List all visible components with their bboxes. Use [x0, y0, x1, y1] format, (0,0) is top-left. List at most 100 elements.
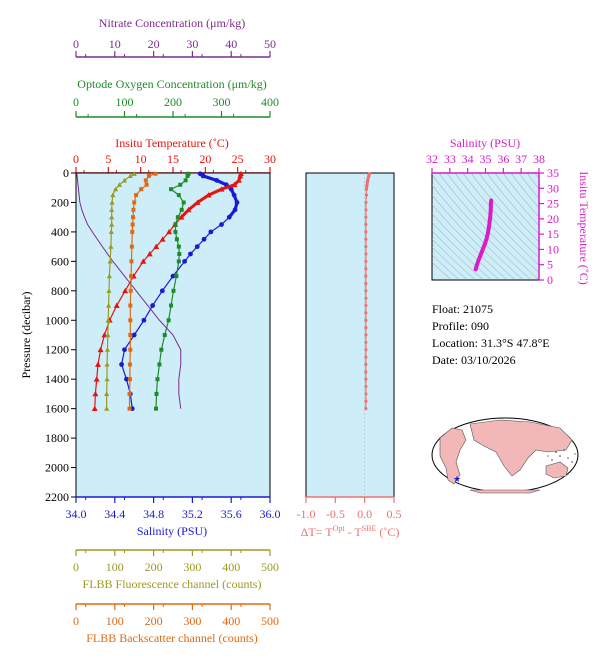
salinity-tick-label: 36.0	[260, 507, 281, 521]
backscatter-point	[144, 182, 149, 187]
salinity-point	[201, 236, 207, 242]
pressure-tick-label: 800	[51, 284, 69, 298]
oxygen-point	[179, 207, 184, 212]
ts-contour	[470, 173, 539, 251]
backscatter-point	[129, 259, 134, 264]
delta-t-point	[364, 245, 368, 249]
oxygen-point	[159, 347, 164, 352]
oxygen-point	[174, 237, 179, 242]
delta-t-point	[364, 333, 368, 337]
temperature-axis: Insitu Temperature (˚C) 0 5 10 15 20 25 30	[73, 136, 276, 174]
salinity-axis-title: Salinity (PSU)	[137, 524, 207, 538]
oxygen-point	[171, 288, 176, 293]
salinity-point	[122, 347, 127, 353]
oxygen-point	[178, 182, 183, 187]
salinity-point	[141, 317, 147, 323]
fluorescence-point	[105, 332, 111, 338]
temperature-point	[146, 251, 153, 257]
ts-contour	[432, 184, 524, 280]
pressure-tick-label: 200	[51, 195, 69, 209]
delta-t-panel-background	[305, 172, 395, 498]
ts-contour	[432, 194, 516, 280]
fluorescence-point	[108, 244, 114, 249]
backscatter-point	[127, 406, 132, 411]
fluorescence-point	[109, 207, 115, 212]
salinity-axis: 34.0 34.4 34.8 35.2 35.6 36.0 Salinity (PSU)	[66, 496, 281, 538]
pressure-axis: 0 200 400 600 800 1000 1200 1400 1600 1800 2000 220…	[45, 166, 76, 504]
backscatter-point	[127, 377, 132, 382]
delta-t-point	[364, 370, 368, 374]
nitrate-axis-title: Nitrate Concentration (μm/kg)	[99, 16, 245, 30]
fluorescence-tick-label: 500	[261, 560, 279, 574]
ts-x-tick-label: 38	[533, 152, 545, 166]
delta-t-point	[364, 399, 368, 403]
ts-x-tick-label: 33	[444, 152, 456, 166]
nitrate-tick-label: 20	[148, 37, 160, 51]
backscatter-tick-label: 0	[73, 614, 79, 628]
oxygen-point	[169, 303, 174, 308]
fluorescence-point	[110, 192, 116, 198]
delta-t-surface-line	[364, 173, 371, 190]
pressure-tick-label: 0	[63, 166, 69, 180]
temperature-point	[122, 287, 129, 294]
salinity-point	[170, 273, 176, 279]
oxygen-axis-ticks: 0 100 200 300 400	[73, 95, 279, 118]
temperature-tick-label: 20	[199, 152, 211, 166]
ts-point	[488, 214, 492, 218]
nitrate-tick-label: 0	[73, 37, 79, 51]
delta-t-series	[364, 172, 371, 411]
ts-point	[476, 260, 480, 264]
backscatter-point	[153, 171, 158, 176]
salinity-tick-label: 34.0	[66, 507, 87, 521]
oxygen-point	[154, 391, 159, 396]
salinity-point	[124, 376, 129, 382]
oxygen-point	[174, 274, 179, 279]
fluorescence-point	[104, 376, 110, 382]
salinity-surface-line	[199, 172, 239, 219]
ts-point	[481, 246, 485, 250]
salinity-point	[159, 288, 165, 294]
delta-t-point	[364, 326, 368, 330]
map-land-americas	[439, 427, 467, 485]
salinity-tick-label: 35.2	[182, 507, 203, 521]
temperature-point	[92, 390, 99, 397]
ts-point	[486, 232, 490, 236]
ts-contour	[432, 213, 500, 280]
delta-t-point	[364, 200, 368, 205]
oxygen-point	[185, 173, 190, 178]
profile-number: Profile: 090	[432, 319, 489, 333]
delta-t-point	[364, 392, 368, 396]
delta-t-tick-label: 0.5	[387, 507, 402, 521]
oxygen-point	[154, 406, 159, 411]
temperature-point	[91, 405, 98, 412]
ts-series	[473, 198, 494, 272]
nitrate-tick-label: 30	[186, 37, 198, 51]
oxygen-point	[173, 229, 178, 234]
pressure-tick-label: 1000	[45, 313, 69, 327]
delta-t-point	[364, 384, 368, 389]
fluorescence-point	[105, 302, 112, 308]
profile-panel: 0 200 400 600 800 1000 1200 1400 1600 1800 2000 220…	[19, 166, 271, 504]
ts-y-tick-label: 20	[547, 212, 559, 226]
fluorescence-tick-label: 300	[183, 560, 201, 574]
delta-t-tick-label: -0.5	[326, 507, 345, 521]
fluorescence-point	[104, 406, 110, 411]
delta-t-point	[364, 215, 368, 219]
ts-point	[484, 237, 489, 241]
delta-t-point	[364, 348, 368, 352]
salinity-point	[182, 258, 188, 264]
fluorescence-tick-label: 200	[145, 560, 163, 574]
map-islands	[547, 449, 576, 463]
pressure-tick-label: 2000	[45, 461, 69, 475]
salinity-point	[194, 244, 200, 250]
delta-t-tick-label: 0.0	[357, 507, 372, 521]
map-land-africa-eurasia	[469, 419, 573, 477]
date: Date: 03/10/2026	[432, 353, 516, 367]
fluorescence-point	[127, 173, 133, 179]
fluorescence-point	[121, 177, 128, 183]
backscatter-point	[131, 207, 136, 212]
ts-contour	[526, 173, 539, 190]
temperature-surface-line	[180, 173, 243, 219]
salinity-point	[219, 222, 224, 227]
oxygen-point	[176, 193, 181, 198]
